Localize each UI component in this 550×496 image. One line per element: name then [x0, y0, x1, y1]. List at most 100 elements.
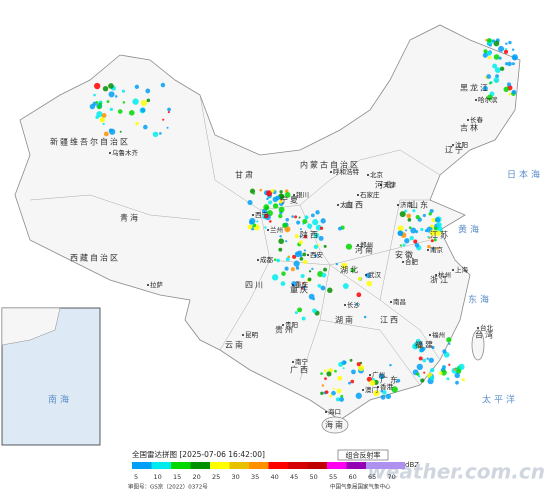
echo-cell — [266, 197, 269, 201]
echo-cell — [284, 189, 289, 193]
region-label: 山西 — [345, 200, 365, 210]
city-label: 福州 — [432, 330, 445, 339]
echo-cell — [323, 267, 328, 272]
echo-cell — [399, 211, 406, 218]
city-dot — [397, 204, 399, 206]
city-label: 香港 — [380, 382, 394, 391]
echo-cell — [291, 215, 294, 218]
region-label: 宁夏 — [280, 195, 300, 205]
echo-cell — [320, 285, 326, 291]
echo-cell — [337, 375, 343, 381]
city-label: 上海 — [455, 265, 469, 274]
echo-cell — [505, 42, 508, 46]
title: 全国雷达拼图 [2025-07-06 16:42:00] — [132, 449, 265, 459]
echo-cell — [319, 226, 324, 230]
echo-cell — [321, 384, 325, 387]
echo-cell — [282, 222, 288, 228]
region-label: 山东 — [410, 200, 430, 210]
city-label: 武汉 — [368, 270, 382, 279]
region-label: 四川 — [245, 281, 265, 290]
city-dot — [147, 284, 149, 286]
echo-cell — [355, 392, 362, 399]
legend-value: 30 — [232, 473, 240, 481]
echo-cell — [433, 226, 438, 231]
city-dot — [369, 374, 371, 376]
echo-cell — [294, 215, 298, 219]
echo-cell — [350, 379, 355, 384]
echo-cell — [318, 235, 324, 241]
city-label: 拉萨 — [150, 280, 164, 289]
echo-cell — [380, 389, 384, 393]
echo-cell — [415, 215, 420, 220]
echo-cell — [408, 226, 412, 230]
echo-cell — [488, 81, 492, 85]
echo-cell — [492, 39, 496, 43]
echo-cell — [284, 226, 291, 233]
echo-cell — [415, 338, 421, 344]
region-label: 海南 — [325, 420, 345, 430]
echo-cell — [397, 230, 404, 237]
echo-cell — [329, 394, 333, 398]
sea-label: 日本海 — [507, 169, 543, 181]
city-dot — [367, 174, 369, 176]
echo-cell — [407, 218, 412, 222]
echo-cell — [140, 99, 148, 107]
echo-cell — [331, 390, 336, 396]
echo-cell — [252, 192, 255, 195]
echo-cell — [326, 371, 332, 377]
echo-cell — [315, 210, 320, 215]
radar-echoes — [89, 38, 518, 402]
legend-swatch — [210, 462, 230, 469]
echo-cell — [493, 54, 500, 60]
echo-cell — [429, 375, 435, 381]
echo-cell — [166, 126, 169, 129]
echo-cell — [298, 240, 303, 245]
echo-cell — [108, 83, 114, 89]
city-label: 银川 — [296, 190, 309, 199]
echo-cell — [323, 244, 327, 248]
echo-cell — [302, 259, 308, 265]
echo-cell — [415, 230, 419, 234]
echo-cell — [442, 365, 446, 370]
echo-cell — [486, 38, 492, 43]
echo-cell — [356, 362, 361, 367]
echo-cell — [505, 62, 509, 66]
echo-cell — [312, 219, 319, 226]
city-dot — [402, 261, 404, 263]
echo-cell — [418, 356, 423, 361]
echo-cell — [340, 394, 344, 398]
echo-cell — [419, 347, 425, 353]
echo-cell — [304, 215, 309, 220]
echo-cell — [297, 250, 302, 255]
region-label: 广东 — [380, 375, 400, 385]
echo-cell — [313, 232, 320, 239]
echo-cell — [413, 239, 418, 244]
city-dot — [475, 99, 477, 101]
echo-cell — [399, 244, 402, 247]
echo-cell — [299, 254, 303, 258]
echo-cell — [298, 216, 301, 219]
echo-cell — [292, 254, 297, 259]
city-dot — [325, 411, 327, 413]
echo-cell — [405, 229, 408, 232]
echo-cell — [320, 218, 326, 224]
echo-cell — [358, 364, 365, 372]
echo-cell — [503, 86, 509, 93]
city-dot — [390, 301, 392, 303]
echo-cell — [299, 228, 302, 231]
echo-cell — [301, 316, 306, 321]
echo-cell — [385, 393, 392, 400]
echo-cell — [259, 188, 263, 192]
echo-cell — [101, 113, 107, 118]
city-dot — [252, 214, 254, 216]
city-label: 成都 — [260, 255, 274, 264]
echo-cell — [511, 54, 518, 61]
city-label: 太原 — [340, 200, 354, 209]
echo-cell — [285, 218, 289, 222]
region-label: 新疆维吾尔自治区 — [50, 137, 130, 147]
echo-cell — [335, 262, 339, 266]
city-dot — [357, 244, 359, 246]
echo-cell — [135, 121, 139, 126]
echo-cell — [483, 49, 488, 54]
echo-cell — [145, 88, 151, 94]
